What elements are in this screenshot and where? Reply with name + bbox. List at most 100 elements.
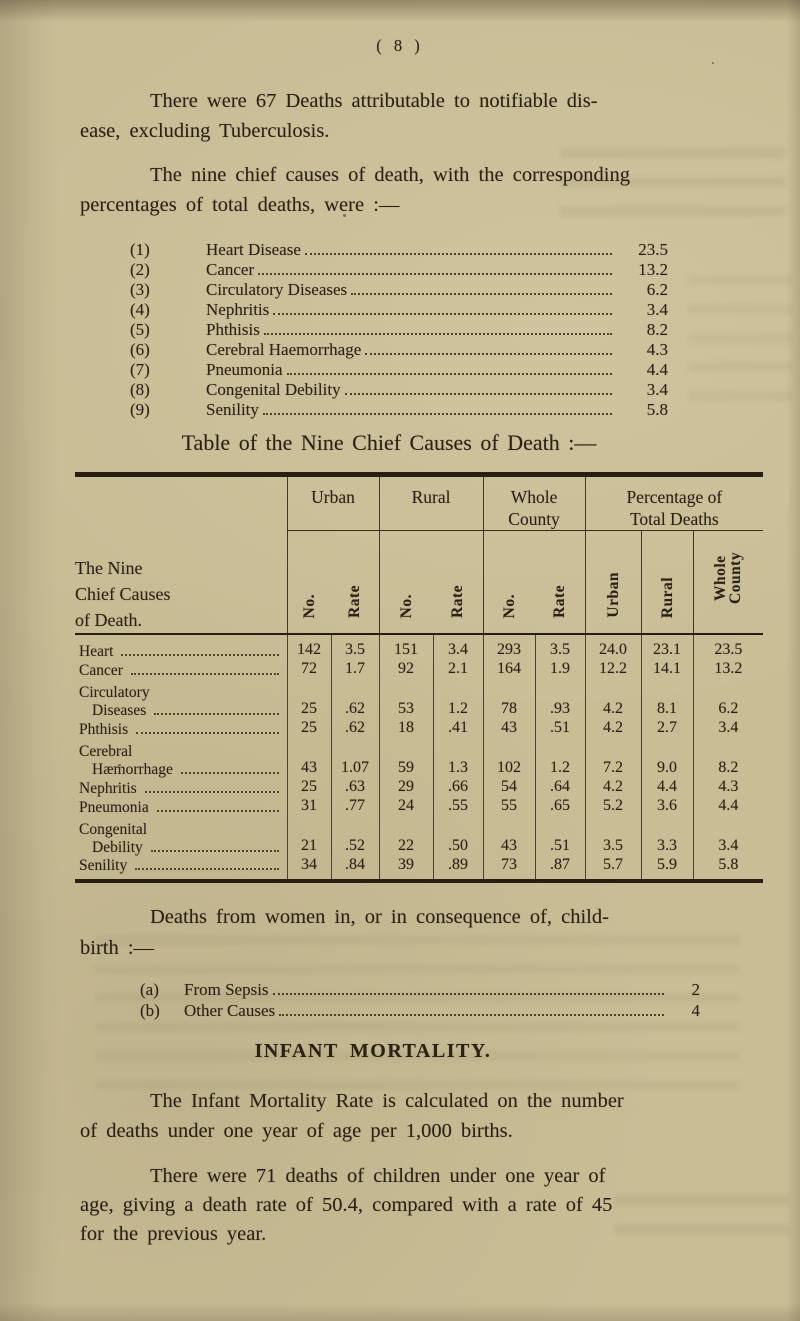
cell: 23.5 xyxy=(692,634,764,660)
text-line: The Infant Mortality Rate is calculated … xyxy=(150,1090,624,1112)
group-line: Whole xyxy=(510,487,558,507)
cell: .65 xyxy=(534,797,586,816)
cell: 3.5 xyxy=(330,634,380,660)
dotted-leader xyxy=(144,790,279,793)
item-label: Nephritis xyxy=(206,300,270,319)
item-number: (5) xyxy=(130,320,150,339)
text-line: There were 67 Deaths attributable to not… xyxy=(150,90,598,112)
row-label: Cancer xyxy=(79,661,123,679)
cell: 21 xyxy=(286,816,331,856)
cell: .51 xyxy=(534,719,586,738)
cell: 54 xyxy=(482,778,536,797)
cell: 2.1 xyxy=(432,660,484,679)
row-label-cell: Nephritis xyxy=(75,778,288,797)
dotted-leader xyxy=(180,771,279,774)
column-header-no-rural: No. xyxy=(378,530,434,635)
text-line: age, giving a death rate of 50.4, compar… xyxy=(80,1194,613,1216)
cell: 9.0 xyxy=(640,738,694,778)
cell: 39 xyxy=(378,856,434,881)
cell: .87 xyxy=(534,856,586,881)
cell: 24.0 xyxy=(584,634,642,660)
item-number: (1) xyxy=(130,240,150,259)
list-item: (3) Circulatory Diseases 6.2 xyxy=(130,280,668,300)
list-item: (4) Nephritis 3.4 xyxy=(130,300,668,320)
cell: 2.7 xyxy=(640,719,694,738)
item-label: From Sepsis xyxy=(184,980,269,999)
table-row-congenital-debility: Congenital Debility 21 .52 22 .50 43 .51… xyxy=(75,816,764,856)
cell: 4.2 xyxy=(584,778,642,797)
cell: .64 xyxy=(534,778,586,797)
cell: .41 xyxy=(432,719,484,738)
group-header-row: The Nine Chief Causes of Death. Urban Ru… xyxy=(75,474,764,635)
item-number: (b) xyxy=(140,1001,160,1020)
stub-header: The Nine Chief Causes of Death. xyxy=(75,474,288,635)
table-row-phthisis: Phthisis 25 .62 18 .41 43 .51 4.2 2.7 3.… xyxy=(75,719,764,738)
text-line: of deaths under one year of age per 1,00… xyxy=(80,1120,513,1142)
table-row-cancer: Cancer 72 1.7 92 2.1 164 1.9 12.2 14.1 1… xyxy=(75,660,764,679)
cell: .52 xyxy=(330,816,380,856)
cell: 5.9 xyxy=(640,856,694,881)
cell: .93 xyxy=(534,679,586,719)
text-line: percentages of total deaths, were :— xyxy=(80,194,400,216)
row-label: Heart xyxy=(79,642,114,660)
row-label-cell: Senility xyxy=(75,856,288,881)
cell: 1.3 xyxy=(432,738,484,778)
item-number: (9) xyxy=(130,400,150,419)
cell: 1.2 xyxy=(534,738,586,778)
cell: 12.2 xyxy=(584,660,642,679)
text-line: birth :— xyxy=(80,937,155,959)
item-value: 13.2 xyxy=(638,260,668,279)
text-line: The nine chief causes of death, with the… xyxy=(150,164,630,186)
text-line: There were 71 deaths of children under o… xyxy=(150,1165,606,1187)
table-row-nephritis: Nephritis 25 .63 29 .66 54 .64 4.2 4.4 4… xyxy=(75,778,764,797)
item-value: 23.5 xyxy=(638,240,668,259)
item-number: (a) xyxy=(140,980,159,999)
dotted-leader xyxy=(156,809,279,812)
cell: 23.1 xyxy=(640,634,694,660)
cell: 3.3 xyxy=(640,816,694,856)
item-label: Pneumonia xyxy=(206,360,283,379)
dotted-leader xyxy=(279,1014,664,1016)
cell: 14.1 xyxy=(640,660,694,679)
row-label-cell: Cerebral Hæmorrhage xyxy=(75,738,288,778)
row-label: Hæmorrhage xyxy=(92,760,173,778)
cell: 34 xyxy=(286,856,331,881)
cell: .50 xyxy=(432,816,484,856)
childbirth-list: (a) From Sepsis 2 (b) Other Causes 4 xyxy=(140,980,700,1022)
cell: 1.2 xyxy=(432,679,484,719)
cell: .62 xyxy=(330,719,380,738)
list-item: (7) Pneumonia 4.4 xyxy=(130,360,668,380)
cell: 1.7 xyxy=(330,660,380,679)
cell: 8.1 xyxy=(640,679,694,719)
group-line: Urban xyxy=(311,487,355,507)
cell: 24 xyxy=(378,797,434,816)
cell: 43 xyxy=(482,816,536,856)
cell: 55 xyxy=(482,797,536,816)
infant-mortality-paragraph-1: The Infant Mortality Rate is calculated … xyxy=(80,1086,752,1146)
group-line: County xyxy=(508,509,560,529)
item-value: 4 xyxy=(691,1001,701,1020)
cell: 4.4 xyxy=(640,778,694,797)
cell: 293 xyxy=(482,634,536,660)
dotted-leader xyxy=(130,672,279,675)
text-line: ease, excluding Tuberculosis. xyxy=(80,120,330,142)
group-header-whole-county: Whole County xyxy=(482,474,586,531)
item-value: 4.4 xyxy=(646,360,668,379)
item-label: Congenital Debility xyxy=(206,380,341,399)
item-label: Cerebral Haemorrhage xyxy=(206,340,362,359)
stub-header-line: of Death. xyxy=(75,610,142,630)
cell: 25 xyxy=(286,778,331,797)
text-line: for the previous year. xyxy=(80,1223,267,1245)
intro-paragraph: There were 67 Deaths attributable to not… xyxy=(80,86,752,146)
cell: 7.2 xyxy=(584,738,642,778)
row-label-cell: Pneumonia xyxy=(75,797,288,816)
dotted-leader xyxy=(272,993,664,995)
group-header-percentage: Percentage of Total Deaths xyxy=(584,474,764,531)
subheader-row: No. Rate No. Rate No. Rate Urban Rural W… xyxy=(75,530,764,635)
cell: .84 xyxy=(330,856,380,881)
text-line: Deaths from women in, or in consequence … xyxy=(150,906,609,928)
cell: 4.2 xyxy=(584,719,642,738)
cell: 3.4 xyxy=(692,719,764,738)
cell: 22 xyxy=(378,816,434,856)
